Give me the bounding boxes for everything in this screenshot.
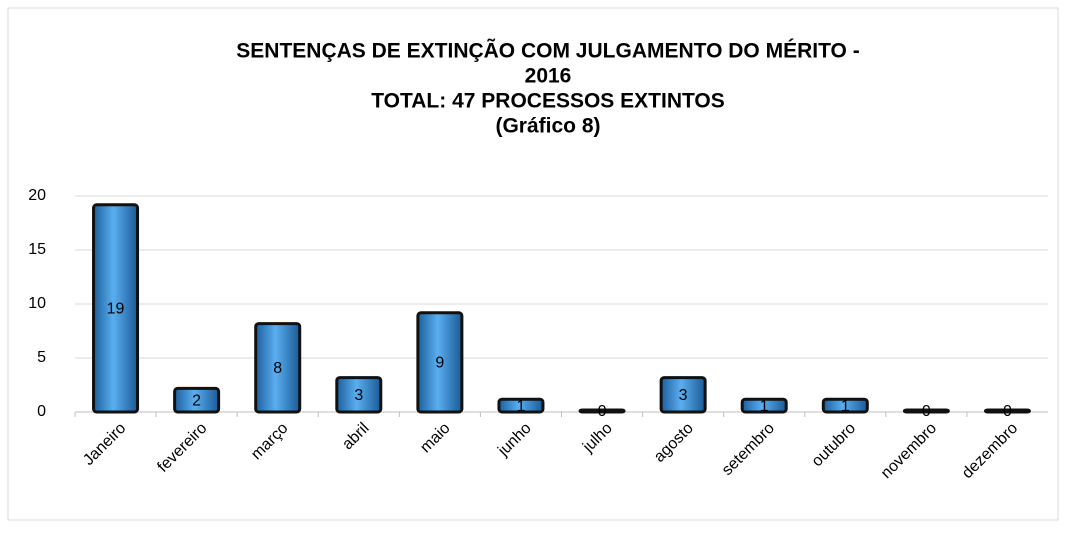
chart-border bbox=[7, 7, 1059, 521]
data-label: 1 bbox=[760, 398, 769, 415]
bar bbox=[659, 376, 707, 414]
y-tick-label: 15 bbox=[28, 241, 46, 258]
data-label: 1 bbox=[517, 398, 526, 415]
bar bbox=[335, 376, 383, 414]
bar bbox=[983, 408, 1031, 414]
chart-title: SENTENÇAS DE EXTINÇÃO COM JULGAMENTO DO … bbox=[236, 40, 859, 63]
data-label: 1 bbox=[841, 398, 850, 415]
data-label: 19 bbox=[107, 301, 125, 318]
bar bbox=[173, 386, 221, 414]
bar bbox=[92, 203, 140, 414]
bar bbox=[497, 397, 545, 414]
bar bbox=[416, 311, 464, 414]
chart-title: 2016 bbox=[525, 65, 572, 88]
bar bbox=[902, 408, 950, 414]
data-label: 0 bbox=[598, 403, 607, 420]
data-label: 0 bbox=[922, 403, 931, 420]
bar bbox=[254, 322, 302, 414]
data-label: 8 bbox=[273, 360, 282, 377]
bar bbox=[821, 397, 869, 414]
chart-title: TOTAL: 47 PROCESSOS EXTINTOS bbox=[371, 90, 725, 113]
data-label: 9 bbox=[435, 355, 444, 372]
y-tick-label: 20 bbox=[28, 187, 46, 204]
bar bbox=[578, 408, 626, 414]
bar bbox=[740, 397, 788, 414]
data-label: 0 bbox=[1003, 403, 1012, 420]
chart-title: (Gráfico 8) bbox=[495, 115, 600, 138]
data-label: 3 bbox=[354, 387, 363, 404]
y-tick-label: 5 bbox=[37, 349, 46, 366]
data-label: 2 bbox=[192, 392, 201, 409]
y-tick-label: 0 bbox=[37, 403, 46, 420]
data-label: 3 bbox=[679, 387, 688, 404]
y-tick-label: 10 bbox=[28, 295, 46, 312]
